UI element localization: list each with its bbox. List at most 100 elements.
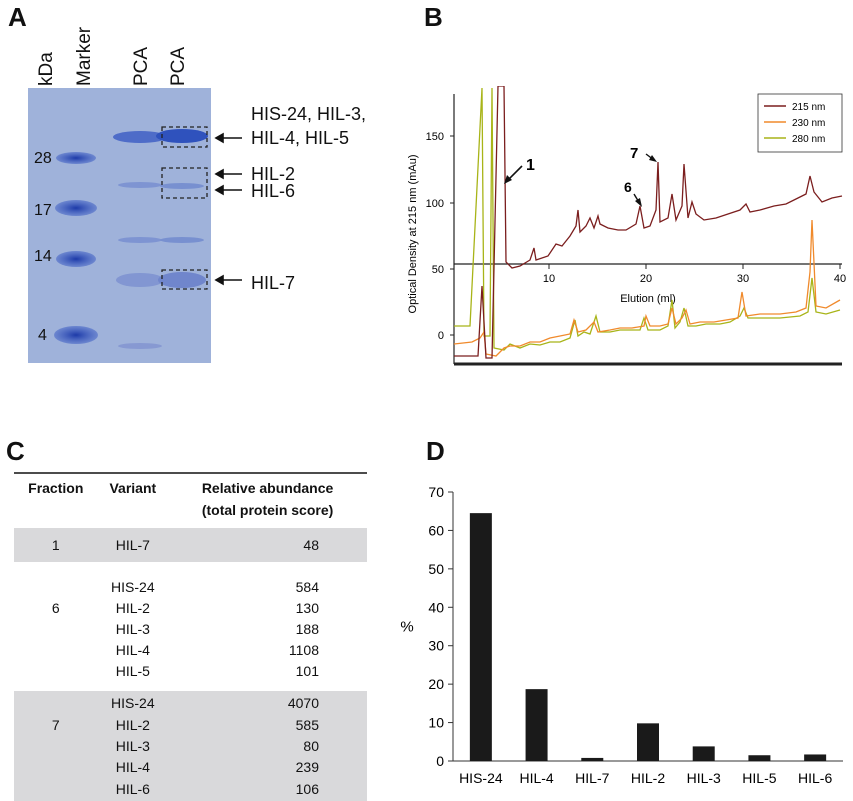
band-label-hil6: HIL-6 [251,181,296,201]
panel-label-d: D [426,436,445,466]
variant-cell: HIL-4 [115,641,150,658]
x-tick-label: HIL-3 [687,770,721,786]
gel-arrows [214,132,242,286]
x-tick-label: HIL-5 [742,770,776,786]
variant-cell: HIL-2 [115,599,150,616]
header-abundance-sub: (total protein score) [201,502,334,518]
mw-marker-17: 17 [34,202,52,219]
y-tick-label: 30 [428,638,444,654]
variant-cell: HIL-7 [115,537,150,553]
table-rules [14,472,367,785]
mw-marker-28: 28 [34,150,52,167]
gel-bands [28,88,211,363]
bar-hil-6 [804,754,827,761]
legend-label-280: 280 nm [792,134,825,145]
score-cell: 4070 [287,694,319,711]
table-row: HIS-24 584 [14,576,367,597]
score-cell: 585 [295,716,319,733]
bar-hil-2 [637,723,659,761]
peak-label-7: 7 [630,145,638,162]
table-row: HIL-4 1108 [14,639,367,660]
table-row: HIL-3 80 [14,735,367,756]
chrom-ytick-100: 100 [426,198,444,210]
bar-hil-3 [692,746,715,761]
score-cell: 239 [295,758,319,775]
band-label-group1-line2: HIL-4, HIL-5 [251,128,350,148]
trace-280nm [454,87,841,351]
chrom-xtick-40: 40 [834,273,846,285]
header-abundance: Relative abundance [201,480,334,496]
chrom-ytick-0: 0 [438,330,444,342]
bar-his-24 [469,513,492,761]
band-label-hil7: HIL-7 [251,273,296,293]
table-row: HIL-4 239 [14,756,367,777]
header-fraction: Fraction [28,480,84,496]
mw-marker-4: 4 [38,327,47,344]
y-tick-label: 70 [428,484,444,500]
bar-chart: % 0 10 20 30 40 50 60 70 HIS-24 HIL-4 HIL-7 HIL-2 H… [400,484,843,786]
kda-label: kDa [36,52,57,86]
bar-chart-ylabel: % [400,619,413,636]
y-tick-label: 60 [428,522,444,538]
x-tick-label: HIS-24 [459,770,503,786]
header-variant: Variant [109,480,157,496]
y-tick-label: 0 [436,753,444,769]
chrom-xtick-20: 20 [640,273,652,285]
table-row: 1 HIL-7 48 [14,528,367,562]
chrom-xtick-30: 30 [737,273,749,285]
fraction-cell: 6 [51,599,60,616]
chrom-ytick-150: 150 [426,131,444,143]
mw-marker-14: 14 [34,248,52,265]
score-cell: 1108 [288,641,319,658]
fraction-cell: 7 [51,716,60,733]
peak-label-6: 6 [624,179,632,195]
peak-label-1: 1 [526,157,535,174]
band-label-hil2: HIL-2 [251,164,296,184]
score-cell: 48 [303,537,319,553]
table-row: 7 HIL-2 585 [14,714,367,735]
protein-table: Fraction Variant Relative abundance (tot… [14,472,367,801]
score-cell: 130 [295,599,319,616]
table-row: HIS-24 4070 [14,691,367,714]
bar-hil-4 [525,689,548,761]
bar-hil-5 [748,755,771,761]
x-tick-label: HIL-4 [519,770,553,786]
chrom-ytick-50: 50 [432,264,444,276]
fraction-cell: 1 [51,537,60,553]
band-label-group1-line1: HIS-24, HIL-3, [251,104,367,124]
variant-cell: HIL-5 [115,662,150,679]
table-row: 6 HIL-2 130 [14,597,367,618]
legend-label-230: 230 nm [792,118,825,129]
table-row: HIL-5 101 [14,660,367,681]
y-tick-label: 40 [428,599,444,615]
variant-cell: HIL-4 [115,758,150,775]
trace-215nm [454,86,843,359]
y-tick-label: 20 [428,676,444,692]
score-cell: 188 [295,620,319,637]
lane-label-marker: Marker [74,26,95,86]
x-tick-label: HIL-7 [575,770,609,786]
x-tick-label: HIL-6 [798,770,832,786]
chrom-xtick-10: 10 [543,273,555,285]
legend-label-215: 215 nm [792,102,825,113]
variant-cell: HIL-6 [115,781,150,797]
score-cell: 584 [295,578,319,595]
score-cell: 106 [295,781,319,797]
table-row: HIL-6 106 [14,777,367,801]
score-cell: 101 [295,662,319,679]
x-tick-label: HIL-2 [631,770,665,786]
variant-cell: HIL-3 [115,620,150,637]
panel-label-c: C [6,436,25,466]
lane-label-pca-2: PCA [168,46,189,86]
chrom-legend [757,93,843,153]
chrom-xlabel: Elution (ml) [620,293,676,305]
bar-hil-7 [581,757,604,761]
y-tick-label: 10 [428,715,444,731]
gel-image [28,88,211,363]
chromatogram: 150 100 50 0 10 20 30 40 Elution (ml) Op… [407,86,846,366]
y-tick-label: 50 [428,561,444,577]
table-row: HIL-3 188 [14,618,367,639]
lane-label-pca-1: PCA [131,46,152,86]
variant-cell: HIS-24 [111,578,155,595]
variant-cell: HIS-24 [111,694,155,711]
